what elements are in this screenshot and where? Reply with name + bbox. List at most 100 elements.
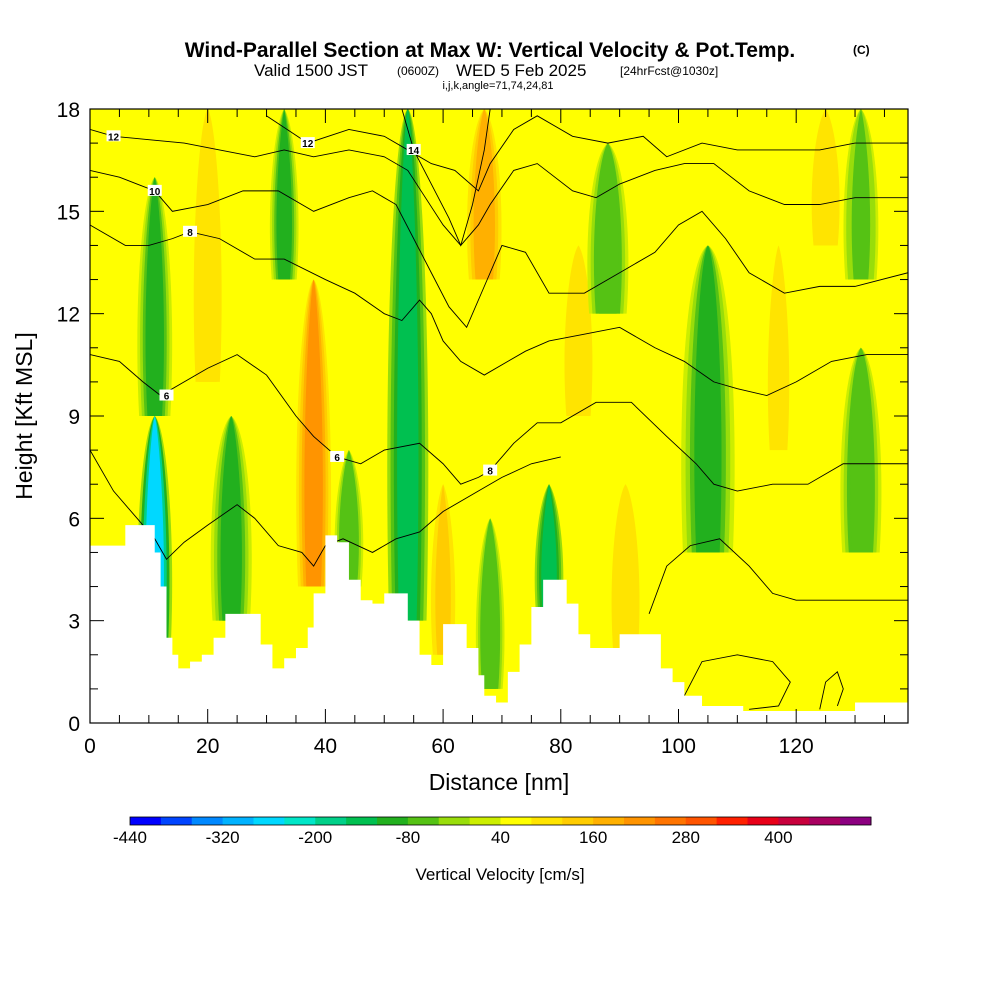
plot-area [90,109,908,723]
colorbar-swatch-0 [130,817,162,825]
contour-labels: 6 6 8 8 10 12 12 14 [106,130,498,478]
velocity-band-5-3 [304,279,323,587]
velocity-band-2-3 [197,109,219,382]
colorbar-swatch-21 [778,817,810,825]
grid-indices: i,j,k,angle=71,74,24,81 [442,80,553,92]
colorbar-frame [129,816,872,826]
theta-label-box-6 [300,137,315,149]
colorbar-tick-400: 400 [764,828,792,847]
velocity-band-18-3 [850,347,872,553]
x-axis-label: Distance [nm] [429,769,570,795]
theta-label-box-7 [406,143,421,155]
y-axis-label: Height [Kft MSL] [11,332,37,499]
velocity-band-13-3 [597,143,619,314]
chart-title-tag: (C) [853,43,870,57]
x-tick-label-60: 60 [431,735,454,758]
theta-contour-0 [90,449,561,567]
colorbar-swatch-4 [253,817,285,825]
colorbar-swatch-11 [469,817,501,825]
theta-label-box-2 [483,464,498,476]
colorbar-swatch-2 [191,817,224,825]
theta-contour-7 [401,109,491,247]
theta-label-1: 6 [334,453,340,464]
colorbar-swatch-22 [809,817,841,825]
colorbar-swatch-20 [747,817,779,825]
colorbar-tick--200: -200 [298,828,332,847]
colorbar-tick-160: 160 [579,828,607,847]
colorbar-swatch-10 [438,817,471,825]
velocity-band-15-3 [694,245,722,553]
theta-label-box-1 [330,450,345,462]
theta-label-box-0 [159,389,174,401]
theta-label-box-4 [147,184,162,196]
velocity-band-16-3 [767,245,790,451]
forecast-info: [24hrFcst@1030z] [620,64,718,78]
colorbar-swatch-1 [160,817,193,825]
theta-label-3: 8 [187,228,193,239]
colorbar-tick-40: 40 [491,828,510,847]
x-tick-label-120: 120 [779,735,814,758]
x-tick-label-20: 20 [196,735,219,758]
y-tick-label-12: 12 [57,304,80,327]
theta-label-0: 6 [164,392,170,403]
x-tick-label-100: 100 [661,735,696,758]
velocity-band-14-3 [614,484,637,655]
valid-time-jst: Valid 1500 JST [254,61,368,80]
theta-contour-8 [648,538,908,615]
colorbar-swatch-6 [315,817,347,825]
y-tick-label-6: 6 [68,508,80,531]
colorbar-tick-280: 280 [672,828,700,847]
colorbar-tick--440: -440 [113,828,147,847]
colorbar-swatch-7 [346,817,378,825]
colorbar-swatch-16 [624,817,656,825]
y-tick-label-18: 18 [57,99,80,122]
colorbar-label: Vertical Velocity [cm/s] [415,865,584,884]
colorbar [129,816,872,826]
colorbar-swatch-18 [685,817,718,825]
x-tick-label-40: 40 [314,735,337,758]
y-tick-label-15: 15 [57,201,80,224]
velocity-band-10-3 [482,518,498,689]
colorbar-swatch-5 [284,817,316,825]
theta-label-box-3 [183,225,198,237]
theta-contour-1 [90,354,491,485]
axis-ticks: 0 20 40 60 80 100 120 0 3 6 9 12 15 18 [57,99,908,758]
y-tick-label-9: 9 [68,406,80,429]
velocity-band-12-3 [567,245,590,416]
theta-label-6: 12 [302,139,314,150]
y-tick-label-0: 0 [68,713,80,736]
theta-label-7: 14 [408,146,420,157]
theta-contour-2 [489,401,908,492]
x-tick-label-0: 0 [84,735,96,758]
valid-time-utc: (0600Z) [397,64,439,78]
colorbar-ticks: -440 -320 -200 -80 40 160 280 400 [113,828,793,847]
theta-contour-3 [90,224,908,397]
colorbar-swatch-8 [377,817,409,825]
y-tick-label-3: 3 [68,611,80,634]
colorbar-swatch-23 [840,817,872,825]
colorbar-swatch-12 [500,817,532,825]
colorbar-swatch-19 [716,817,748,825]
theta-label-5: 12 [108,132,120,143]
potential-temperature-contours [90,109,908,710]
valid-date: WED 5 Feb 2025 [456,61,586,80]
chart-title: Wind-Parallel Section at Max W: Vertical… [185,39,796,62]
colorbar-tick--320: -320 [206,828,240,847]
velocity-band-1-3 [145,177,164,416]
theta-contour-9 [683,654,791,710]
colorbar-swatch-3 [222,817,254,825]
colorbar-swatch-13 [531,817,563,825]
velocity-band-3-3 [220,416,242,621]
velocity-band-9-3 [473,109,495,280]
terrain-mask [90,525,908,723]
colorbar-swatch-17 [654,817,687,825]
colorbar-swatch-15 [593,817,625,825]
x-tick-label-80: 80 [549,735,572,758]
theta-contour-4 [90,169,908,329]
terrain-shape [90,525,908,723]
velocity-band-17-3 [814,109,837,246]
theta-label-box-5 [106,130,121,142]
colorbar-tick--80: -80 [396,828,421,847]
theta-label-2: 8 [487,467,493,478]
